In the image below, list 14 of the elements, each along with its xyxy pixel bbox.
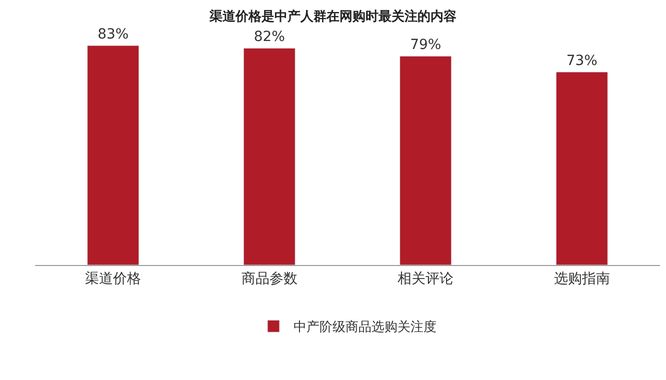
x-tick-label: 商品参数 (241, 270, 298, 287)
data-label: 73% (566, 52, 598, 69)
data-label: 83% (98, 26, 129, 43)
bar (556, 72, 608, 265)
data-label: 82% (254, 29, 285, 46)
chart-title: 渠道价格是中产人群在网购时最关注的内容 (208, 8, 456, 24)
x-tick-label: 渠道价格 (85, 270, 142, 287)
data-label: 79% (410, 37, 442, 54)
x-tick-label: 选购指南 (554, 270, 610, 287)
x-tick-label: 相关评论 (398, 270, 454, 287)
bar (243, 48, 296, 265)
bar (400, 56, 452, 265)
legend-label: 中产阶级商品选购关注度 (294, 319, 436, 336)
bar (87, 45, 140, 265)
